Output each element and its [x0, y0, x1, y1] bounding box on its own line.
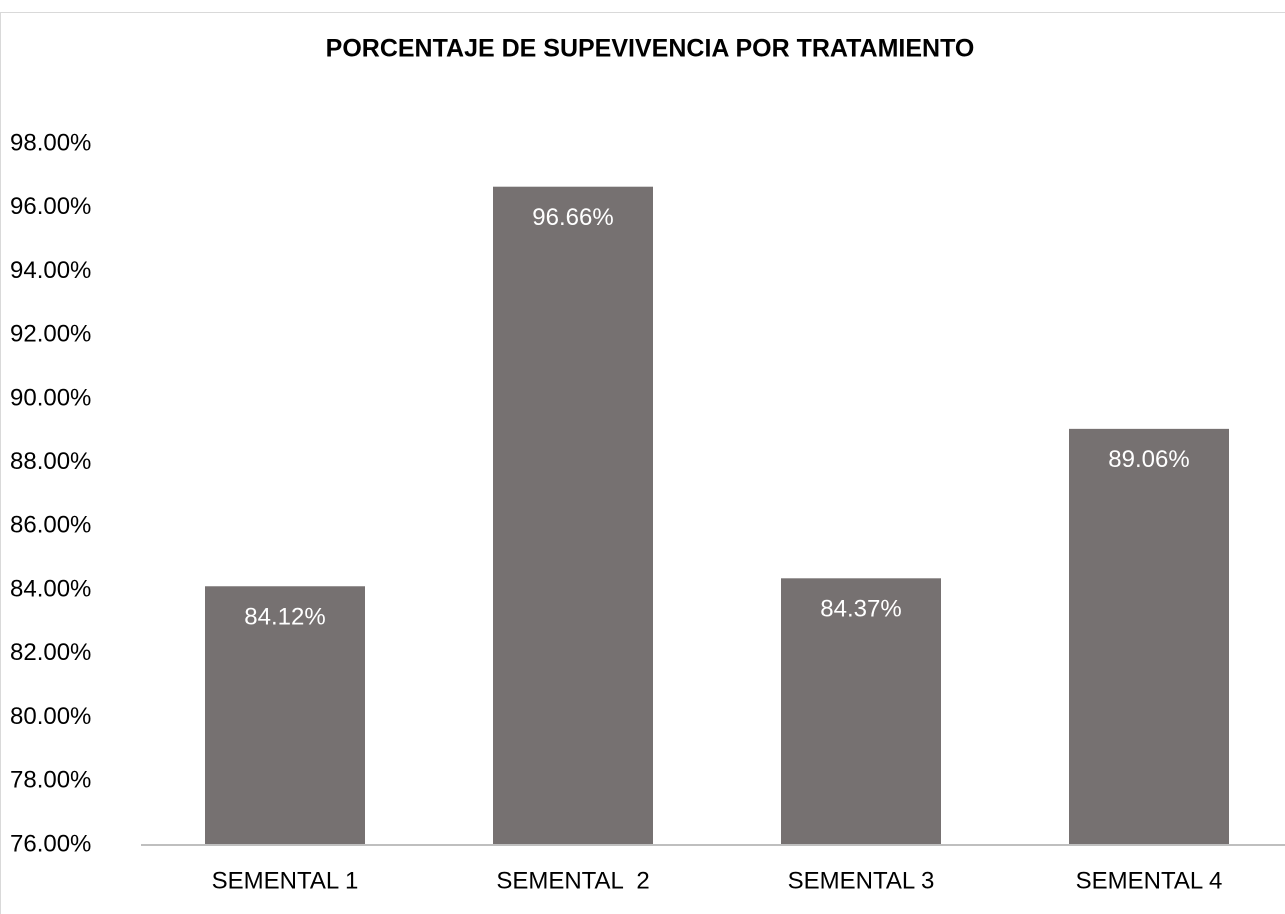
data-label: 89.06% — [1108, 446, 1189, 473]
y-tick-label: 80.00% — [10, 703, 91, 730]
y-tick-label: 98.00% — [10, 129, 91, 156]
bar — [205, 586, 365, 845]
y-tick-label: 92.00% — [10, 321, 91, 348]
data-label: 96.66% — [532, 204, 613, 231]
x-tick-label: SEMENTAL 2 — [496, 867, 649, 894]
y-tick-label: 88.00% — [10, 448, 91, 475]
y-tick-label: 78.00% — [10, 767, 91, 794]
chart-border — [0, 12, 1285, 914]
x-tick-label: SEMENTAL 3 — [788, 867, 935, 894]
data-label: 84.37% — [820, 596, 901, 623]
y-tick-label: 84.00% — [10, 575, 91, 602]
y-tick-label: 76.00% — [10, 830, 91, 857]
x-tick-label: SEMENTAL 1 — [212, 867, 359, 894]
y-tick-label: 94.00% — [10, 257, 91, 284]
bar — [781, 578, 941, 845]
y-tick-label: 96.00% — [10, 193, 91, 220]
y-tick-label: 82.00% — [10, 639, 91, 666]
y-tick-label: 86.00% — [10, 512, 91, 539]
chart-title: PORCENTAJE DE SUPEVIVENCIA POR TRATAMIEN… — [326, 35, 975, 63]
x-tick-label: SEMENTAL 4 — [1076, 867, 1223, 894]
y-tick-label: 90.00% — [10, 384, 91, 411]
bar — [493, 186, 653, 845]
bar — [1069, 428, 1229, 845]
data-label: 84.12% — [244, 604, 325, 631]
